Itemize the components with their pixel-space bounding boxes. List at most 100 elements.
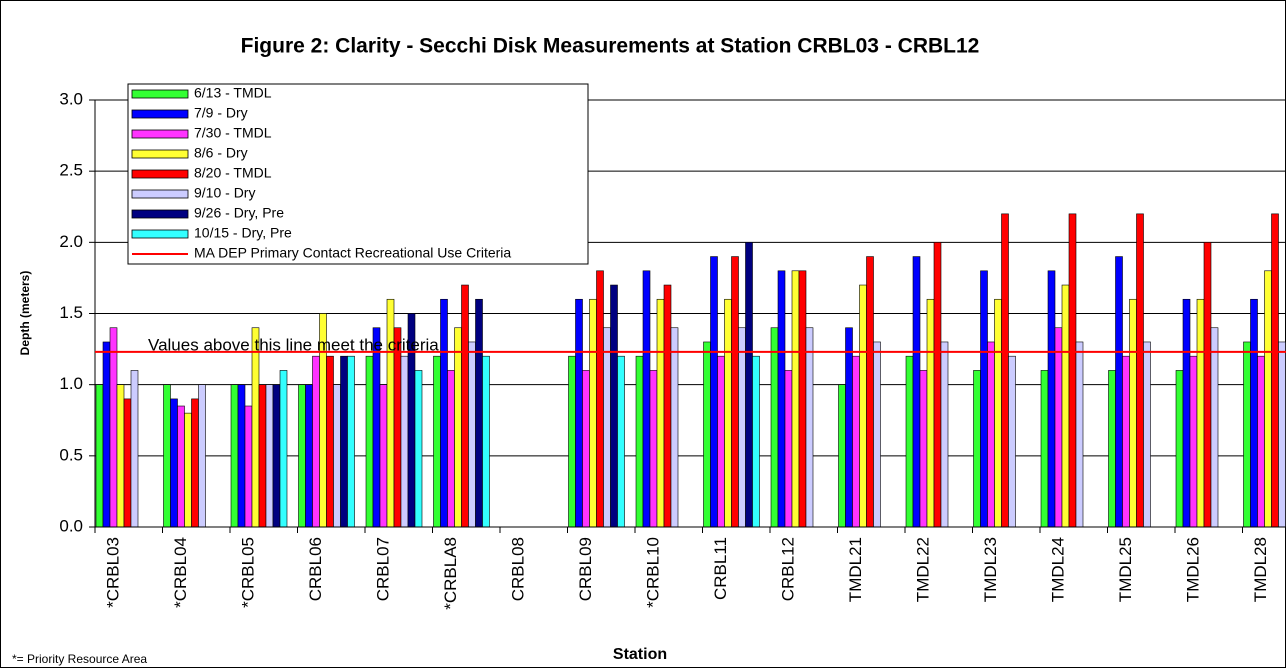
- bar: [866, 256, 874, 528]
- y-tick-label: 1.0: [59, 374, 83, 393]
- legend-swatch: [131, 169, 189, 179]
- x-tick-label: TMDL22: [913, 537, 932, 602]
- bar: [237, 384, 246, 528]
- bar: [710, 256, 718, 528]
- bar: [798, 270, 807, 528]
- bar: [305, 384, 313, 528]
- bar: [454, 327, 462, 528]
- x-tick-label: TMDL23: [981, 537, 1000, 602]
- bar: [1264, 270, 1272, 528]
- bar: [568, 355, 576, 528]
- bar: [805, 327, 814, 528]
- bar: [393, 327, 402, 528]
- bar: [230, 384, 239, 528]
- bar: [386, 298, 395, 528]
- x-tick-label: *CRBL05: [238, 537, 257, 608]
- bar: [1136, 213, 1144, 528]
- legend-swatch: [131, 189, 189, 199]
- bar: [258, 384, 267, 528]
- bar: [102, 341, 111, 528]
- bar: [1129, 298, 1137, 528]
- bar: [1278, 341, 1286, 528]
- bar: [170, 398, 178, 528]
- bar: [1068, 213, 1077, 528]
- bar: [905, 355, 914, 528]
- bar: [365, 355, 374, 528]
- bar: [340, 355, 348, 528]
- bar: [852, 355, 860, 528]
- bar: [1175, 370, 1184, 528]
- bar: [933, 242, 942, 528]
- legend-label: 9/10 - Dry: [194, 185, 255, 201]
- bar: [461, 284, 469, 528]
- bar: [1008, 355, 1016, 528]
- legend-label: 8/6 - Dry: [194, 145, 248, 161]
- footnote: *= Priority Resource Area: [12, 652, 147, 666]
- x-tick-label: CRBL06: [306, 537, 325, 601]
- bar: [656, 298, 665, 528]
- legend-swatch: [131, 149, 189, 159]
- bar: [745, 242, 753, 528]
- legend-swatch: [131, 89, 189, 99]
- bar: [251, 327, 260, 528]
- bar: [919, 370, 928, 528]
- bar: [873, 341, 881, 528]
- bar: [980, 270, 988, 528]
- bar: [433, 355, 441, 528]
- bar: [1108, 370, 1116, 528]
- bar: [1203, 242, 1212, 528]
- x-tick-label: *CRBL03: [103, 537, 122, 608]
- legend-swatch: [131, 129, 189, 139]
- legend-label: 9/26 - Dry, Pre: [194, 205, 284, 221]
- legend-label: 7/30 - TMDL: [194, 125, 272, 141]
- x-tick-label: *CRBL04: [171, 537, 190, 608]
- bar: [1250, 298, 1258, 528]
- bar: [617, 355, 625, 528]
- x-tick-label: *CRBL10: [643, 537, 662, 608]
- y-tick-label: 0.5: [59, 445, 83, 464]
- bar: [109, 327, 118, 528]
- bar: [926, 298, 935, 528]
- legend-label: 8/20 - TMDL: [194, 165, 272, 181]
- bar: [184, 412, 192, 528]
- bar: [1210, 327, 1219, 528]
- legend-swatch: [131, 209, 189, 219]
- y-axis-label: Depth (meters): [18, 271, 32, 356]
- bar: [326, 355, 334, 528]
- bar: [784, 370, 793, 528]
- bar: [379, 384, 388, 528]
- bar: [279, 370, 288, 528]
- bar: [244, 405, 253, 528]
- bar: [1061, 284, 1070, 528]
- bar: [738, 327, 746, 528]
- legend-label: 7/9 - Dry: [194, 105, 248, 121]
- bar: [475, 298, 483, 528]
- x-tick-label: *CRBLA8: [441, 537, 460, 610]
- x-tick-label: TMDL24: [1048, 537, 1067, 602]
- bar: [912, 256, 921, 528]
- bar: [663, 284, 672, 528]
- bar: [130, 370, 139, 528]
- bar: [770, 327, 779, 528]
- bar: [589, 298, 597, 528]
- bar: [400, 355, 409, 528]
- bar: [703, 341, 711, 528]
- legend-label: 6/13 - TMDL: [194, 85, 272, 101]
- bar: [163, 384, 171, 528]
- legend-swatch: [131, 229, 189, 239]
- legend-label: 10/15 - Dry, Pre: [194, 225, 292, 241]
- bar: [717, 355, 725, 528]
- x-tick-label: TMDL21: [846, 537, 865, 602]
- bar: [940, 341, 949, 528]
- y-tick-label: 3.0: [59, 89, 83, 108]
- bar: [731, 256, 739, 528]
- bar: [312, 355, 320, 528]
- bar: [482, 355, 490, 528]
- legend-box: [127, 83, 589, 265]
- x-tick-label: TMDL28: [1251, 537, 1270, 602]
- bar: [1143, 341, 1151, 528]
- x-axis-label: Station: [613, 646, 667, 663]
- bar: [447, 370, 455, 528]
- bar: [752, 355, 760, 528]
- bar: [1115, 256, 1123, 528]
